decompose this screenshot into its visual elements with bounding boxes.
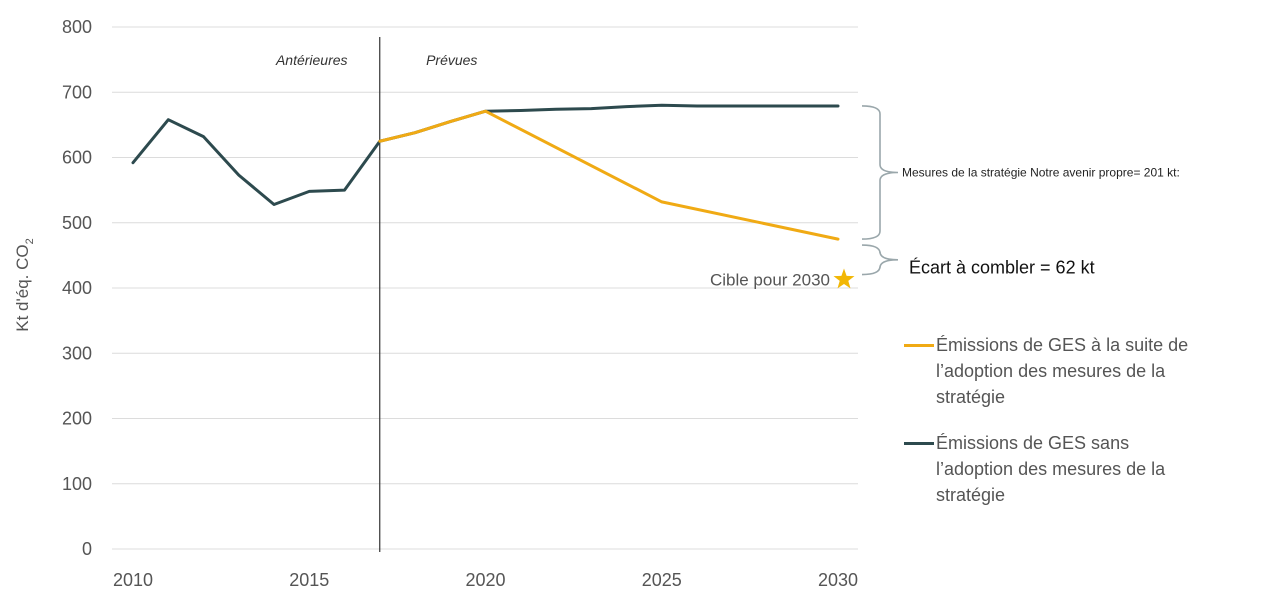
legend-swatch-with-measures <box>904 344 934 347</box>
measures-brace <box>861 105 899 240</box>
y-tick-label: 200 <box>62 409 92 429</box>
series-lines <box>131 103 840 241</box>
x-tick-label: 2015 <box>289 570 329 590</box>
y-tick-label: 600 <box>62 148 92 168</box>
y-tick-label: 800 <box>62 17 92 37</box>
y-tick-label: 400 <box>62 278 92 298</box>
legend-text-line: l’adoption des mesures de la <box>936 459 1166 479</box>
series-line-without-measures <box>131 103 840 206</box>
x-axis-ticks: 2010 2015 2020 2025 2030 <box>113 570 858 590</box>
y-tick-label: 700 <box>62 82 92 102</box>
target-star-icon <box>833 268 855 289</box>
x-tick-label: 2025 <box>642 570 682 590</box>
gap-brace <box>861 244 899 276</box>
y-tick-label: 500 <box>62 213 92 233</box>
target-label: Cible pour 2030 <box>710 271 830 290</box>
y-axis-ticks: 0 100 200 300 400 500 600 700 800 <box>62 17 92 559</box>
legend-text-line: Émissions de GES à la suite de <box>936 335 1189 355</box>
y-axis-label: Kt d'éq. CO2 <box>13 238 36 331</box>
y-tick-label: 300 <box>62 343 92 363</box>
legend-item-without-measures: Émissions de GES sans l’adoption des mes… <box>904 430 1244 508</box>
legend-text-line: l’adoption des mesures de la <box>936 361 1166 381</box>
x-tick-label: 2030 <box>818 570 858 590</box>
legend-text-line: stratégie <box>936 485 1006 505</box>
period-label-future: Prévues <box>426 52 477 68</box>
legend-text-line: stratégie <box>936 387 1006 407</box>
x-tick-label: 2020 <box>465 570 505 590</box>
gridlines <box>112 26 858 550</box>
x-tick-label: 2010 <box>113 570 153 590</box>
legend-item-with-measures: Émissions de GES à la suite de l’adoptio… <box>904 332 1244 410</box>
legend-text-line: Émissions de GES sans <box>936 433 1130 453</box>
y-tick-label: 0 <box>82 539 92 559</box>
measures-annotation: Mesures de la stratégie Notre avenir pro… <box>902 166 1180 180</box>
legend-swatch-without-measures <box>904 442 934 445</box>
period-label-past: Antérieures <box>275 52 348 68</box>
y-tick-label: 100 <box>62 474 92 494</box>
series-line-with-measures <box>378 109 840 241</box>
gap-annotation: Écart à combler = 62 kt <box>909 257 1095 277</box>
